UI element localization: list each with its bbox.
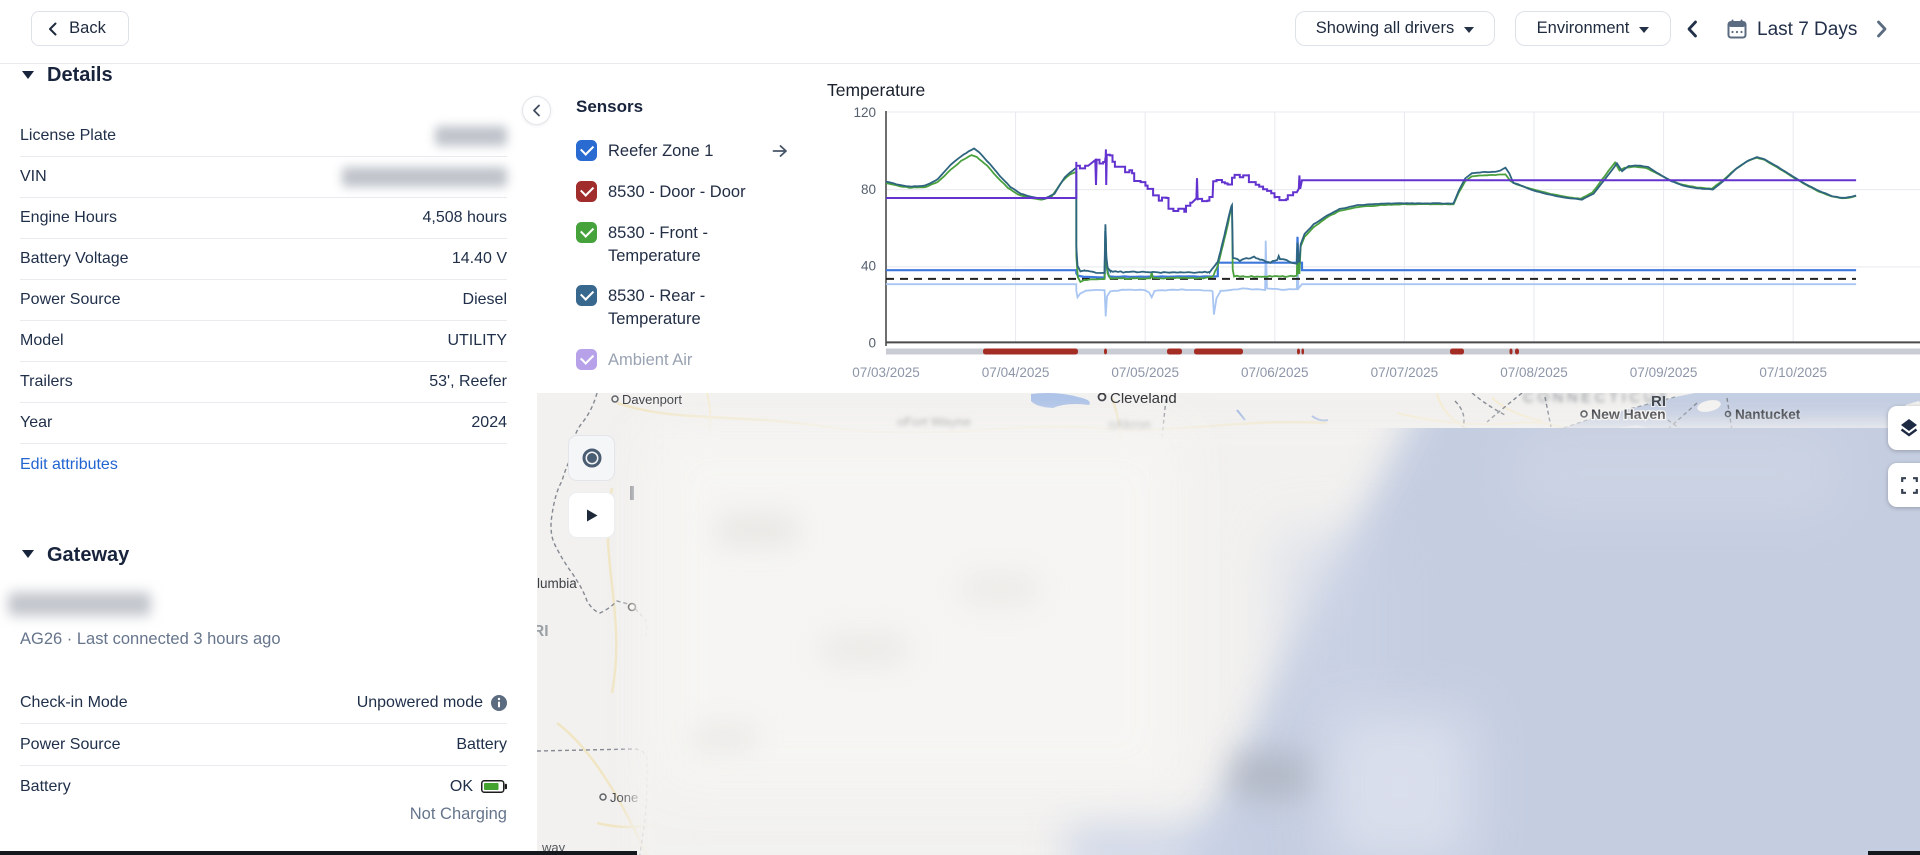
svg-text:Nantucket: Nantucket [1735, 407, 1801, 422]
svg-text:40: 40 [861, 259, 876, 274]
svg-text:07/04/2025: 07/04/2025 [982, 365, 1050, 380]
svg-text:07/10/2025: 07/10/2025 [1759, 365, 1827, 380]
svg-text:07/07/2025: 07/07/2025 [1371, 365, 1439, 380]
svg-text:07/09/2025: 07/09/2025 [1630, 365, 1698, 380]
svg-text:New Haven: New Haven [1591, 406, 1666, 422]
svg-text:CONNECTICUT: CONNECTICUT [1523, 393, 1671, 406]
svg-text:RI: RI [1651, 393, 1666, 410]
svg-text:120: 120 [853, 105, 876, 120]
svg-text:Davenport: Davenport [622, 393, 682, 407]
svg-text:07/05/2025: 07/05/2025 [1111, 365, 1179, 380]
svg-text:RI: RI [537, 623, 549, 640]
svg-text:07/03/2025: 07/03/2025 [852, 365, 920, 380]
svg-text:80: 80 [861, 182, 876, 197]
svg-text:Cleveland: Cleveland [1110, 393, 1177, 407]
svg-text:Temperature: Temperature [827, 80, 925, 100]
svg-text:0: 0 [868, 335, 876, 350]
svg-text:07/06/2025: 07/06/2025 [1241, 365, 1309, 380]
svg-text:07/08/2025: 07/08/2025 [1500, 365, 1568, 380]
svg-text:Jone: Jone [610, 790, 638, 805]
svg-text:lumbia: lumbia [537, 576, 577, 591]
